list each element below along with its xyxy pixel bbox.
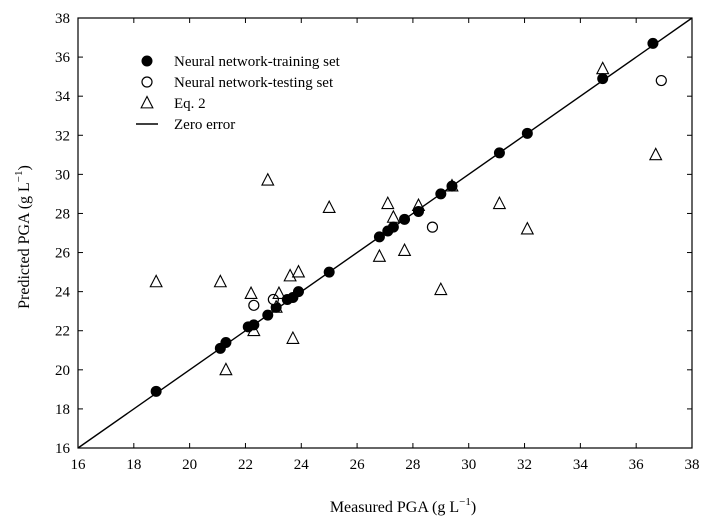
y-tick-label: 22 xyxy=(55,324,70,340)
series-3 xyxy=(77,17,693,449)
series-2 xyxy=(149,61,663,376)
y-tick-label: 16 xyxy=(55,441,71,457)
axis-ticks: 16 18 20 22 24 26 28 30 32 34 36 38 16 18 20 22 24 26 28 30… xyxy=(55,11,700,473)
x-tick-label: 20 xyxy=(182,457,197,473)
y-tick-label: 38 xyxy=(55,11,70,27)
data-point xyxy=(261,172,275,186)
data-series xyxy=(77,17,693,449)
y-tick-label: 36 xyxy=(55,50,71,66)
data-point xyxy=(291,264,306,278)
data-point xyxy=(149,274,163,288)
data-point xyxy=(426,221,439,233)
y-tick-label: 24 xyxy=(55,285,71,301)
x-tick-label: 34 xyxy=(573,457,589,473)
y-tick-label: 30 xyxy=(55,167,70,183)
x-tick-label: 32 xyxy=(517,457,532,473)
data-point xyxy=(247,323,261,337)
legend-marker xyxy=(141,55,153,67)
plot-area xyxy=(77,17,693,449)
legend-item-0: Neural network-training set xyxy=(141,54,341,70)
y-tick-label: 26 xyxy=(55,246,71,262)
data-point xyxy=(283,268,297,282)
data-point xyxy=(220,336,232,348)
data-point xyxy=(648,147,663,161)
y-tick-label: 34 xyxy=(55,89,71,105)
x-tick-label: 18 xyxy=(126,457,141,473)
y-axis-title: Predicted PGA (g L−1) xyxy=(13,165,33,309)
data-point xyxy=(292,286,304,298)
x-tick-label: 28 xyxy=(405,457,420,473)
plot-frame xyxy=(77,17,693,449)
data-point xyxy=(372,248,387,262)
x-tick-label: 26 xyxy=(350,457,366,473)
data-point xyxy=(244,285,258,300)
y-tick-label: 28 xyxy=(55,206,70,222)
series-1 xyxy=(248,74,667,311)
data-point xyxy=(286,330,300,344)
legend-item-3: Zero error xyxy=(136,117,235,133)
legend-marker xyxy=(140,95,154,109)
x-tick-label: 16 xyxy=(71,457,87,473)
x-tick-label: 24 xyxy=(294,457,310,473)
y-tick-label: 32 xyxy=(55,128,70,144)
x-tick-label: 36 xyxy=(629,457,645,473)
data-point xyxy=(655,74,667,87)
legend-marker xyxy=(141,76,153,88)
x-tick-label: 30 xyxy=(461,457,476,473)
legend-label: Neural network-testing set xyxy=(174,75,334,91)
zero-error-line xyxy=(77,17,693,449)
legend-item-1: Neural network-testing set xyxy=(141,75,334,91)
y-tick-label: 18 xyxy=(55,402,70,418)
x-tick-label: 38 xyxy=(685,457,700,473)
data-point xyxy=(595,61,610,75)
data-point xyxy=(411,197,426,212)
data-point xyxy=(412,206,424,217)
data-point xyxy=(386,209,401,223)
data-point xyxy=(219,362,233,376)
x-tick-label: 22 xyxy=(238,457,253,473)
legend: Neural network-training set Neural networ… xyxy=(136,54,341,133)
series-0 xyxy=(150,37,659,397)
x-axis-title: Measured PGA (g L−1) xyxy=(330,496,476,516)
legend-label: Eq. 2 xyxy=(174,96,206,112)
data-point xyxy=(248,299,260,311)
data-point xyxy=(434,281,448,296)
legend-label: Neural network-training set xyxy=(174,54,341,70)
legend-item-2: Eq. 2 xyxy=(140,95,206,112)
data-point xyxy=(445,178,459,192)
y-tick-label: 20 xyxy=(55,363,70,379)
legend-label: Zero error xyxy=(174,117,235,133)
data-point xyxy=(520,221,535,235)
data-point xyxy=(150,385,162,397)
data-point xyxy=(322,199,336,214)
data-point xyxy=(272,285,286,300)
data-point xyxy=(647,37,659,49)
data-point xyxy=(397,242,412,257)
data-point xyxy=(492,195,507,210)
data-point xyxy=(381,195,395,210)
data-point xyxy=(213,274,228,288)
